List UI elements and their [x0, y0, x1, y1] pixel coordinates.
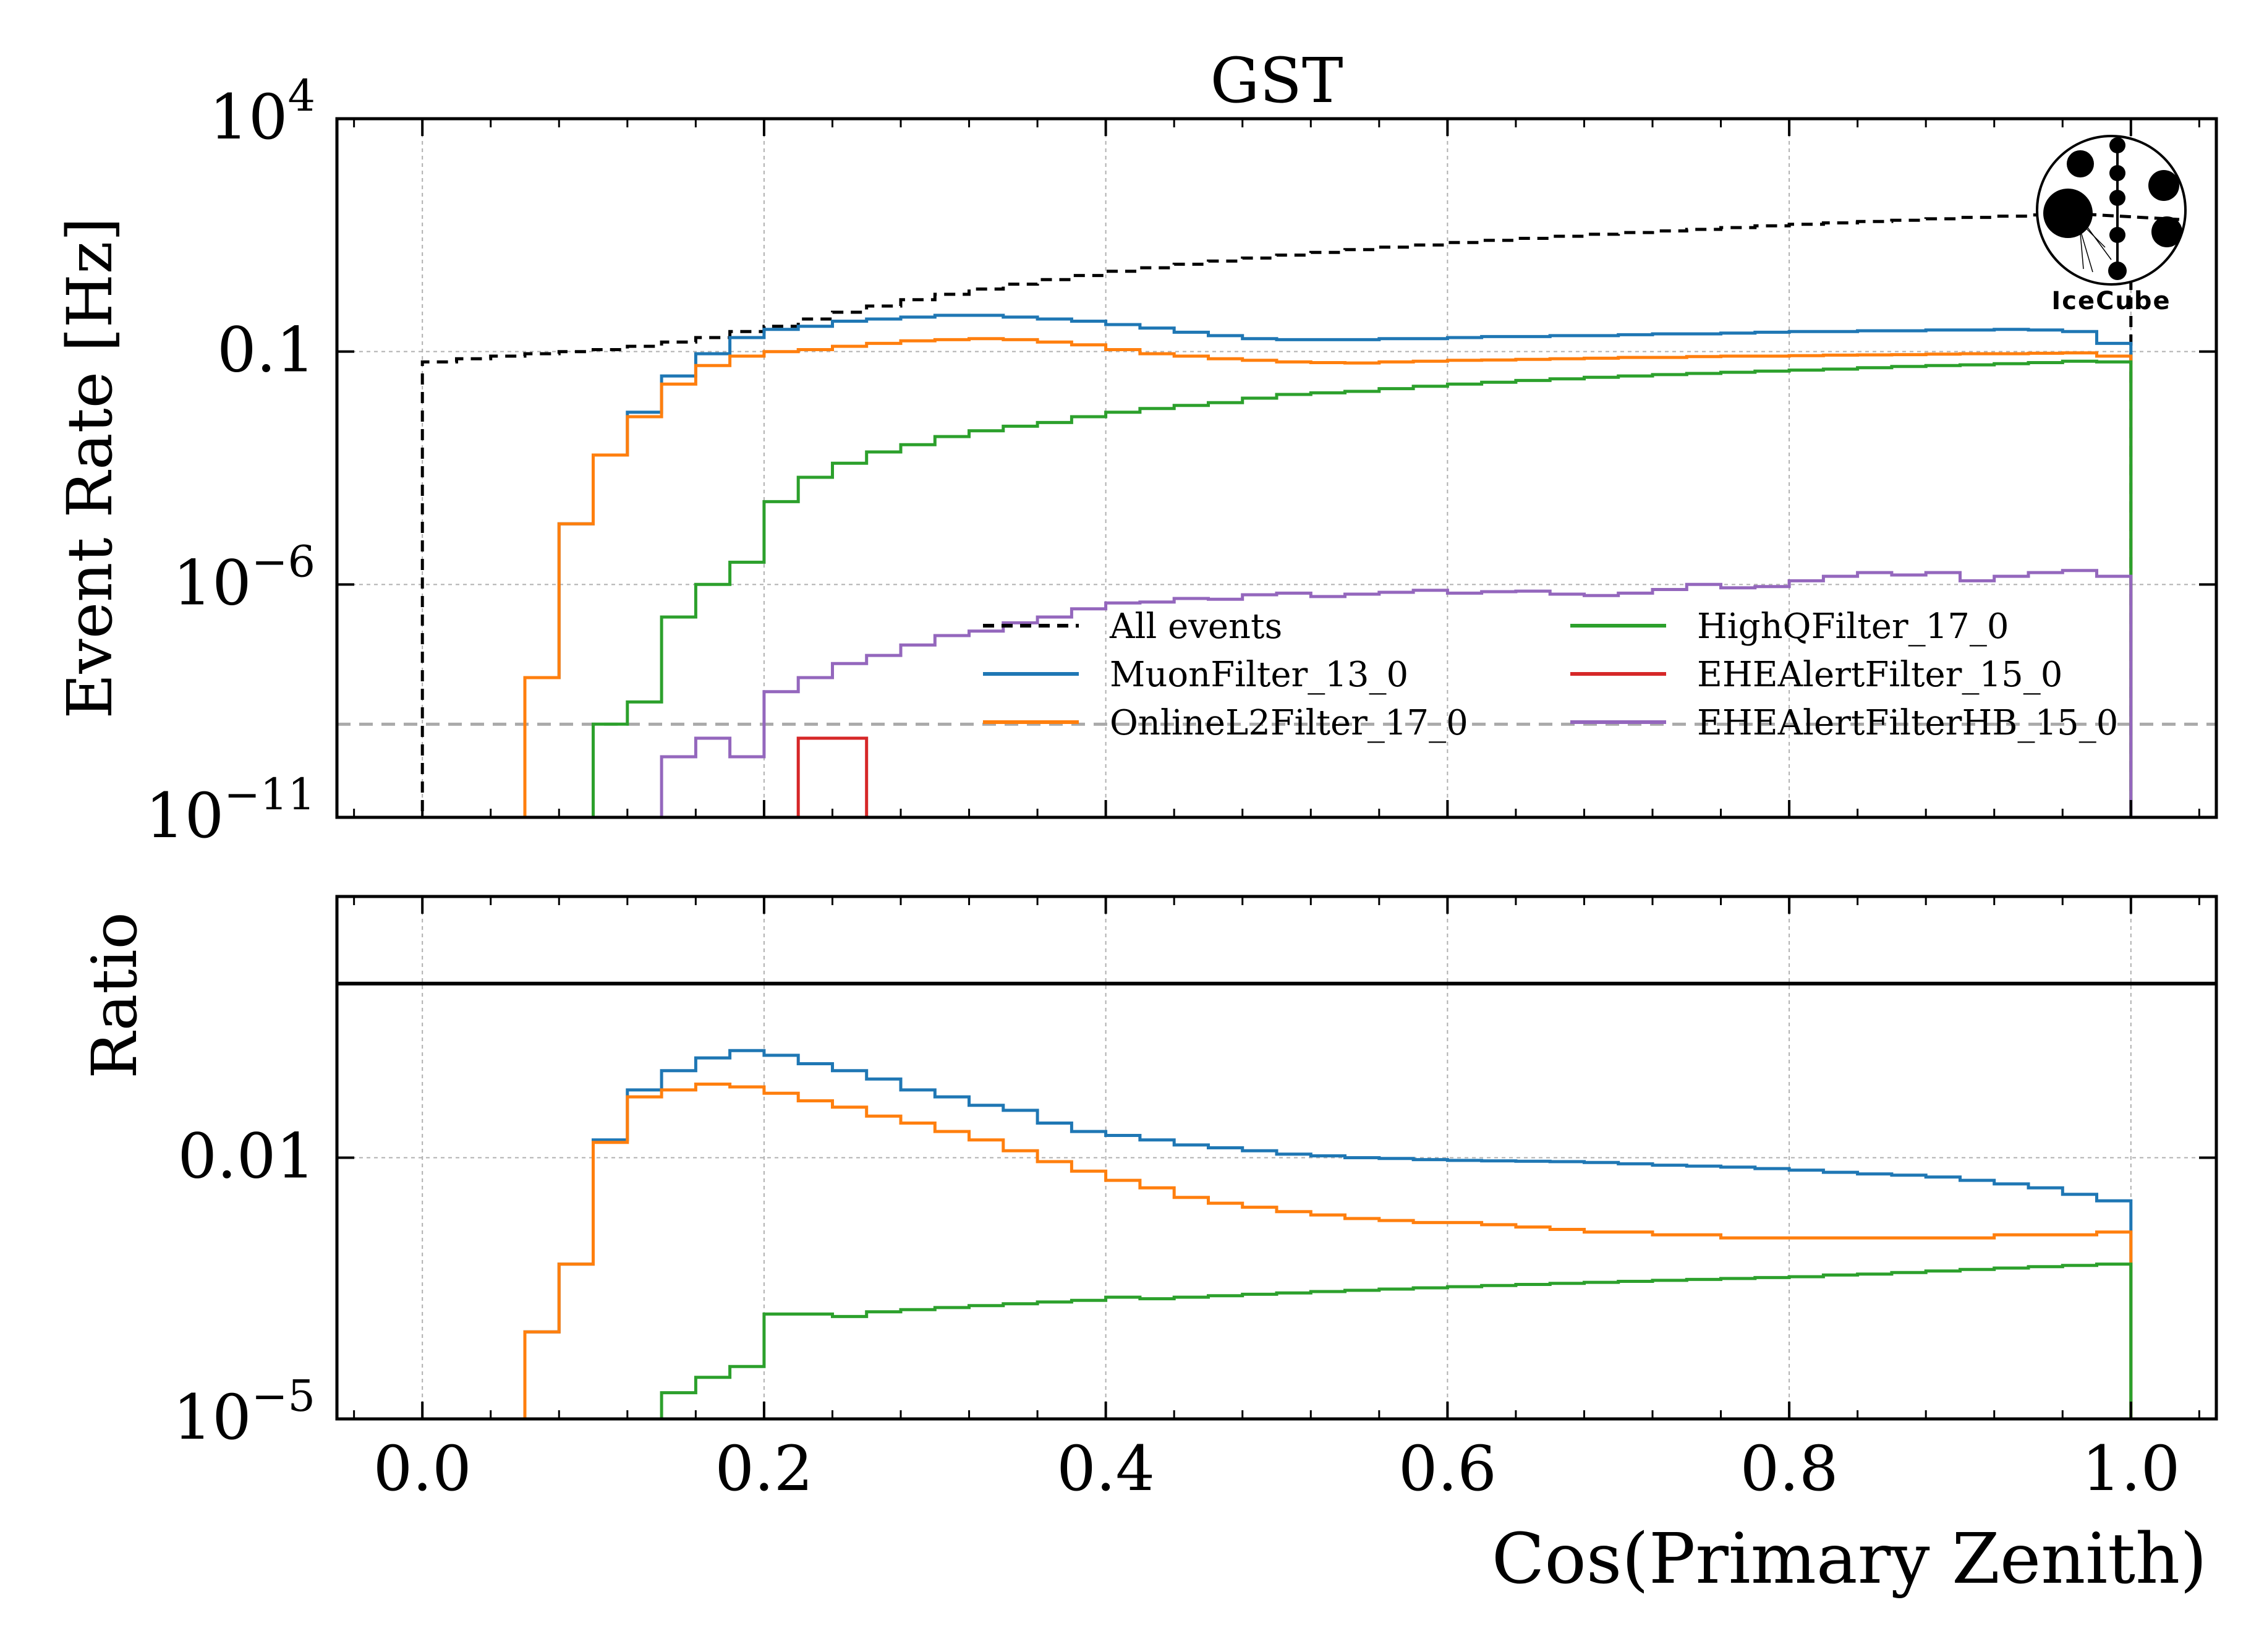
y-tick-label: 10−5 [173, 1371, 315, 1454]
icecube-logo: IceCube [2036, 135, 2187, 315]
top-ticks: 10−11 10−6 0.1 104 [145, 70, 2216, 852]
top-ylabel: Event Rate [Hz] [54, 217, 126, 718]
series-ehealertfilterhb-15-0 [660, 569, 2133, 817]
x-tick-label: 0.8 [1740, 1433, 1839, 1505]
bottom-series [523, 1049, 2133, 1419]
x-tick-label: 0.6 [1398, 1433, 1497, 1505]
x-tick-label: 0.0 [373, 1433, 472, 1505]
legend-label: OnlineL2Filter_17_0 [1110, 703, 1468, 743]
x-tick-label: 1.0 [2082, 1433, 2180, 1505]
legend-label: EHEAlertFilter_15_0 [1697, 655, 2062, 695]
x-tick-label: 0.4 [1057, 1433, 1155, 1505]
series-highqfilter-17-0 [592, 359, 2133, 817]
series-highqfilter-17-0 [660, 1262, 2133, 1419]
bottom-frame-border [335, 895, 2218, 1421]
series-onlinel2filter-17-0 [489, 337, 2133, 817]
top-series [420, 210, 2133, 817]
legend-label: All events [1109, 607, 1282, 647]
bottom-ylabel: Ratio [79, 912, 151, 1079]
logo-text: IceCube [2051, 287, 2171, 315]
legend-label: HighQFilter_17_0 [1697, 607, 2009, 647]
y-tick-label: 10−6 [173, 536, 315, 619]
top-title: GST [1210, 45, 1343, 117]
top-frame-border [335, 117, 2218, 819]
y-tick-label: 104 [209, 70, 315, 153]
bottom-panel: 0.0 0.2 0.4 0.6 0.8 1.0 10−5 0.01 Ratio Cos(Pri… [79, 895, 2218, 1599]
x-tick-label: 0.2 [715, 1433, 813, 1505]
legend-label: MuonFilter_13_0 [1110, 655, 1408, 695]
top-panel: 10−11 10−6 0.1 104 GST Event Rate [Hz] IceC… [54, 45, 2218, 852]
bottom-grid [337, 896, 2216, 1419]
legend: All events MuonFilter_13_0 OnlineL2Filter_… [983, 607, 2118, 743]
series-all-events [420, 210, 2133, 817]
series-muonfilter-13-0 [489, 313, 2133, 817]
series-onlinel2filter-17-0 [523, 1083, 2133, 1419]
y-tick-label: 10−11 [145, 769, 315, 852]
legend-label: EHEAlertFilterHB_15_0 [1697, 703, 2118, 743]
y-tick-label: 0.01 [177, 1120, 315, 1193]
series-ehealertfilter-15-0 [796, 736, 869, 817]
series-muonfilter-13-0 [523, 1049, 2133, 1419]
y-tick-label: 0.1 [217, 314, 315, 386]
x-axis-label: Cos(Primary Zenith) [1492, 1519, 2207, 1599]
